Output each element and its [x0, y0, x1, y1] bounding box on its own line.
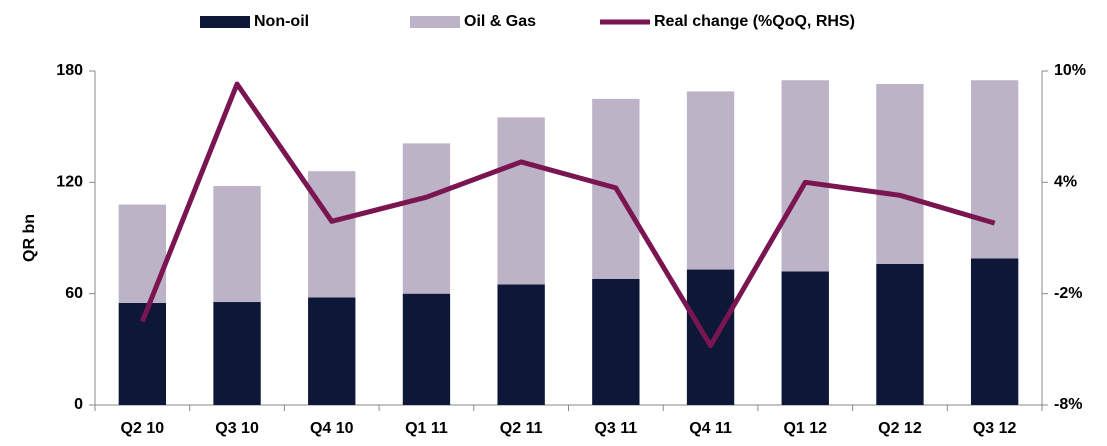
x-tick-label: Q1 12 — [783, 420, 827, 437]
bar — [308, 171, 356, 298]
legend-label: Non-oil — [254, 13, 309, 30]
bar — [876, 263, 924, 405]
y-tick-label: 60 — [65, 285, 83, 302]
legend-swatch — [200, 16, 250, 28]
bar — [402, 143, 451, 294]
x-tick-label: Q3 10 — [215, 420, 259, 437]
bar — [876, 83, 924, 264]
y-axis-label: QR bn — [21, 214, 38, 262]
x-tick-label: Q4 11 — [689, 420, 732, 437]
y-tick-label: 120 — [56, 174, 83, 191]
x-tick-label: Q2 10 — [121, 420, 165, 437]
bar — [781, 271, 829, 405]
legend-swatch — [410, 16, 460, 28]
bar — [686, 269, 735, 405]
x-tick-label: Q1 11 — [405, 420, 448, 437]
bar — [781, 80, 829, 272]
y2-tick-label: -8% — [1054, 396, 1082, 413]
bar — [497, 284, 545, 405]
bar — [308, 297, 356, 405]
bar — [970, 258, 1019, 405]
legend-label: Oil & Gas — [464, 13, 536, 30]
bar — [497, 117, 545, 285]
y2-tick-label: -2% — [1054, 285, 1082, 302]
x-tick-label: Q2 12 — [878, 420, 922, 437]
line — [140, 81, 996, 349]
bar — [118, 204, 167, 303]
bar — [686, 91, 735, 270]
x-tick-label: Q3 12 — [973, 420, 1017, 437]
x-tick-label: Q3 11 — [594, 420, 637, 437]
bar — [213, 302, 261, 405]
bar — [402, 293, 451, 405]
bar — [592, 278, 640, 405]
y-tick-label: 0 — [74, 396, 83, 413]
y-tick-label: 180 — [56, 62, 83, 79]
x-tick-label: Q2 11 — [500, 420, 543, 437]
legend-label: Real change (%QoQ, RHS) — [654, 13, 855, 30]
y2-tick-label: 10% — [1054, 62, 1086, 79]
bar — [970, 80, 1019, 259]
x-tick-label: Q4 10 — [310, 420, 354, 437]
y2-tick-label: 4% — [1054, 174, 1077, 191]
bar — [213, 186, 261, 303]
